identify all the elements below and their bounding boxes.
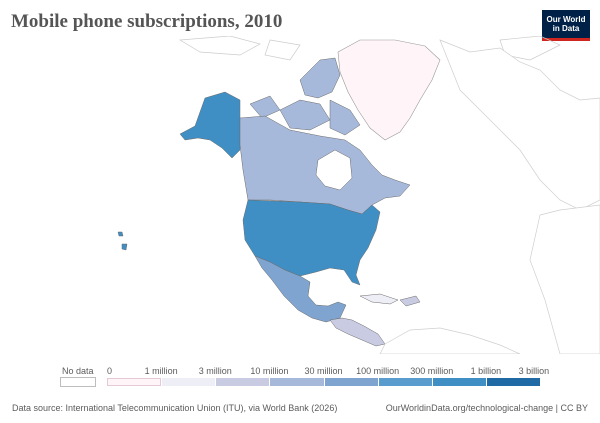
africa-outline — [529, 204, 600, 354]
logo-line-2: in Data — [552, 24, 580, 33]
country-greenland[interactable] — [337, 39, 441, 141]
hudson-bay — [315, 149, 353, 191]
legend-tick-label: 3 billion — [518, 366, 550, 376]
country-central-america[interactable] — [329, 317, 386, 347]
legend-tick-label: 30 million — [304, 366, 343, 376]
legend-tick-label: 100 million — [356, 366, 400, 376]
legend-bin[interactable] — [161, 378, 216, 386]
legend-bin[interactable] — [107, 378, 162, 386]
legend-bin[interactable] — [377, 378, 432, 386]
source-link[interactable]: OurWorldinData.org/technological-change … — [385, 403, 588, 413]
country-hawaii[interactable] — [117, 231, 128, 251]
legend-bin[interactable] — [323, 378, 378, 386]
europe-outline — [439, 39, 600, 211]
owid-logo[interactable]: Our World in Data — [542, 10, 590, 41]
map-legend: No data 0 1 million 3 million 10 million 30 … — [0, 362, 600, 392]
legend-bin[interactable] — [269, 378, 324, 386]
country-caribbean[interactable] — [399, 295, 421, 307]
legend-tick-label: 3 million — [198, 366, 232, 376]
country-alaska[interactable] — [179, 91, 241, 159]
legend-bin[interactable] — [215, 378, 270, 386]
south-america-outline — [379, 327, 521, 354]
legend-no-data-swatch — [60, 377, 96, 387]
legend-no-data-label: No data — [62, 366, 94, 376]
legend-tick-label: 1 million — [144, 366, 178, 376]
choropleth-map — [117, 36, 600, 354]
legend-tick-label: 300 million — [410, 366, 454, 376]
data-source: Data source: International Telecommunica… — [12, 403, 338, 413]
country-canada-islands[interactable] — [249, 57, 361, 136]
country-cuba[interactable] — [359, 293, 399, 305]
legend-bin[interactable] — [431, 378, 486, 386]
legend-tick-label: 0 — [107, 366, 113, 376]
legend-bin[interactable] — [485, 378, 540, 386]
country-mexico[interactable] — [254, 255, 347, 323]
logo-line-1: Our World — [546, 15, 586, 24]
chart-title: Mobile phone subscriptions, 2010 — [11, 11, 283, 32]
legend-tick-label: 1 billion — [470, 366, 502, 376]
legend-tick-label: 10 million — [250, 366, 289, 376]
